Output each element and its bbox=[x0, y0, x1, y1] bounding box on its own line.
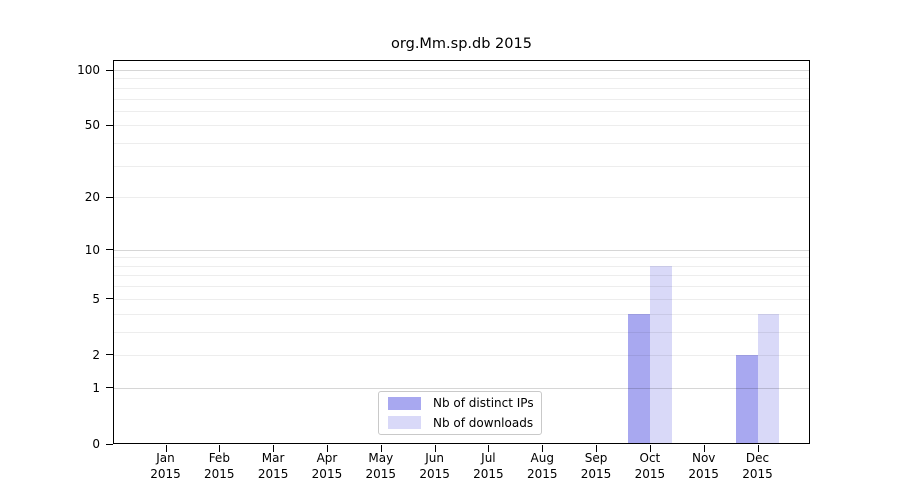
gridline-minor-8 bbox=[114, 265, 809, 267]
y-tick-label-10: 10 bbox=[84, 242, 100, 257]
x-tick-jul bbox=[488, 445, 490, 452]
x-tick-label-dec: Dec 2015 bbox=[742, 451, 773, 481]
legend-swatch-distinct-ips-icon bbox=[388, 396, 421, 410]
x-tick-label-oct: Oct 2015 bbox=[634, 451, 666, 481]
x-tick-may bbox=[380, 445, 382, 452]
gridline-minor-70 bbox=[114, 98, 809, 100]
gridline-minor-80 bbox=[114, 87, 809, 89]
gridline-major-100 bbox=[114, 70, 809, 71]
legend-entry-distinct-ips: Nb of distinct IPs bbox=[388, 395, 541, 412]
bar-oct-distinct-ips bbox=[628, 313, 650, 444]
y-tick-label-0: 0 bbox=[92, 437, 100, 451]
gridline-minor-50 bbox=[114, 125, 809, 127]
x-tick-label-nov: Nov 2015 bbox=[688, 451, 719, 481]
y-tick-label-1: 1 bbox=[92, 380, 100, 395]
gridline-minor-2 bbox=[114, 354, 809, 356]
x-tick-oct bbox=[649, 445, 651, 452]
gridline-major-1 bbox=[114, 387, 809, 389]
legend-entry-downloads: Nb of downloads bbox=[388, 414, 541, 431]
x-tick-mar bbox=[273, 445, 275, 452]
gridline-minor-90 bbox=[114, 78, 809, 80]
legend-label-downloads: Nb of downloads bbox=[433, 415, 534, 430]
x-tick-sep bbox=[596, 445, 598, 452]
y-tick-label-50: 50 bbox=[84, 118, 100, 133]
gridline-minor-40 bbox=[114, 143, 809, 145]
x-tick-label-sep: Sep 2015 bbox=[580, 451, 612, 481]
x-tick-label-mar: Mar 2015 bbox=[257, 451, 289, 481]
x-tick-label-aug: Aug 2015 bbox=[526, 451, 558, 481]
y-tick-5 bbox=[106, 298, 113, 300]
gridline-minor-3 bbox=[114, 331, 809, 333]
bar-oct-downloads bbox=[649, 265, 672, 444]
x-tick-jun bbox=[434, 445, 436, 452]
chart-title: org.Mm.sp.db 2015 bbox=[391, 36, 532, 52]
gridline-minor-6 bbox=[114, 286, 809, 288]
y-tick-1 bbox=[106, 387, 113, 389]
gridline-minor-7 bbox=[114, 275, 809, 277]
y-tick-100 bbox=[106, 69, 113, 71]
x-tick-label-jan: Jan 2015 bbox=[150, 451, 181, 481]
x-tick-label-feb: Feb 2015 bbox=[204, 451, 235, 481]
y-tick-0 bbox=[106, 443, 113, 445]
plot-border bbox=[113, 60, 810, 444]
gridline-minor-4 bbox=[114, 313, 809, 315]
y-tick-label-20: 20 bbox=[84, 190, 100, 205]
bar-dec-distinct-ips bbox=[735, 354, 758, 444]
legend: Nb of distinct IPs Nb of downloads bbox=[378, 391, 542, 435]
x-tick-label-jul: Jul 2015 bbox=[473, 451, 504, 481]
y-tick-50 bbox=[106, 124, 113, 126]
y-tick-10 bbox=[106, 249, 113, 251]
legend-swatch-downloads-icon bbox=[388, 416, 421, 430]
x-tick-nov bbox=[703, 445, 705, 452]
x-tick-label-jun: Jun 2015 bbox=[419, 451, 450, 481]
y-tick-label-2: 2 bbox=[92, 347, 100, 362]
x-tick-label-may: May 2015 bbox=[365, 451, 397, 481]
x-tick-label-apr: Apr 2015 bbox=[311, 451, 343, 481]
y-tick-20 bbox=[106, 196, 113, 198]
legend-label-distinct-ips: Nb of distinct IPs bbox=[433, 396, 534, 411]
x-tick-aug bbox=[542, 445, 544, 452]
bar-dec-downloads bbox=[757, 313, 780, 444]
x-tick-dec bbox=[757, 445, 759, 452]
gridline-minor-5 bbox=[114, 298, 809, 300]
y-tick-label-5: 5 bbox=[92, 291, 100, 306]
gridline-major-10 bbox=[114, 249, 809, 251]
x-tick-apr bbox=[326, 445, 328, 452]
y-tick-2 bbox=[106, 354, 113, 356]
gridline-minor-9 bbox=[114, 257, 809, 259]
x-tick-feb bbox=[219, 445, 221, 452]
x-tick-jan bbox=[165, 445, 167, 452]
y-tick-label-100: 100 bbox=[77, 63, 100, 77]
gridline-minor-20 bbox=[114, 197, 809, 199]
gridline-minor-60 bbox=[114, 110, 809, 112]
gridline-minor-30 bbox=[114, 165, 809, 167]
